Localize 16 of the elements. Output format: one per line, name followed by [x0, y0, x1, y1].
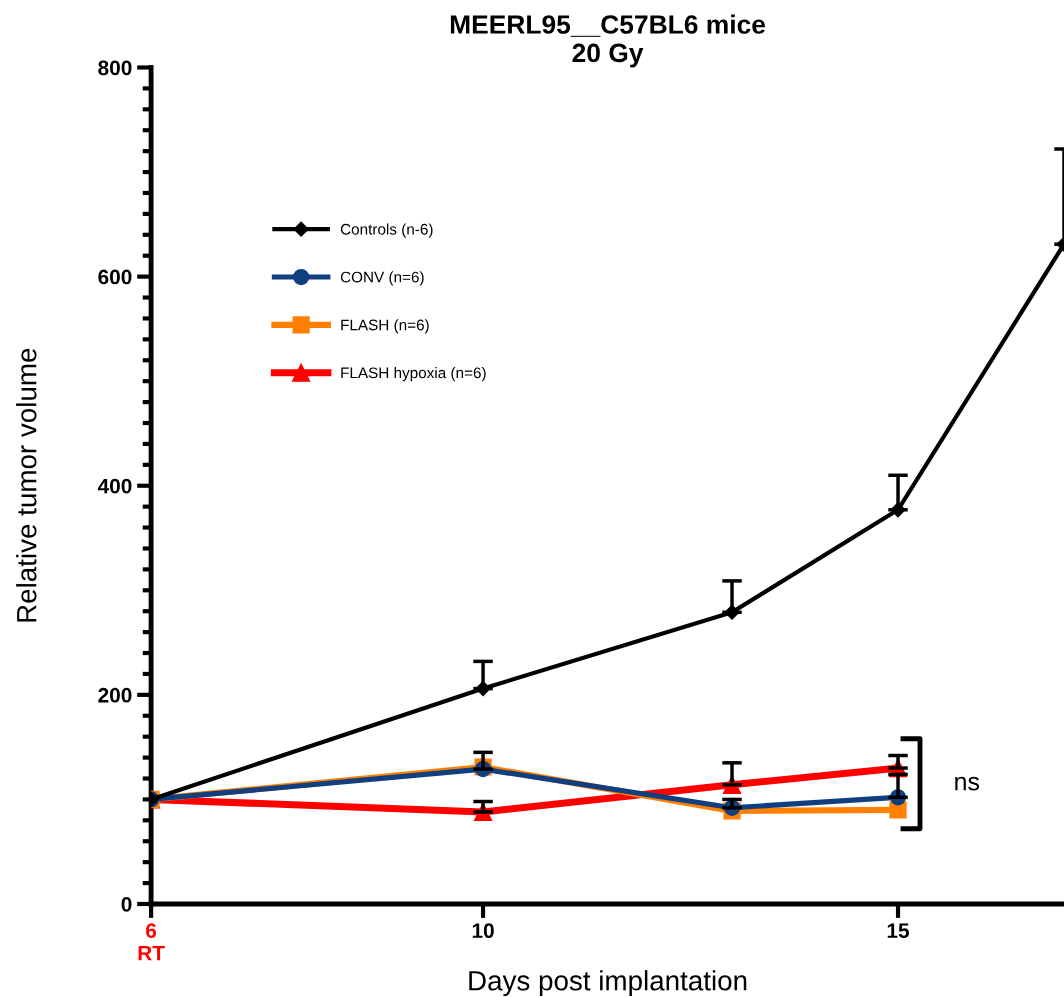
annotation: ns: [955, 776, 980, 791]
x-tick-label: 6 RT: [138, 923, 165, 961]
y-tick-label: 400: [97, 478, 132, 494]
y-tick-label: 800: [98, 60, 132, 76]
x-tick-label: 10: [472, 923, 494, 939]
y-tick-label: 0: [121, 896, 132, 912]
legend-label: Controls (n-6): [340, 223, 433, 238]
y-tick-label: 200: [98, 687, 132, 703]
y-axis-title: Relative tumor volume: [16, 348, 37, 622]
x-tick-label: 15: [887, 923, 910, 939]
legend-label: FLASH (n=6): [341, 319, 429, 334]
legend-label: FLASH hypoxia (n=6): [341, 367, 486, 382]
x-axis-title: Days post implantation: [469, 970, 747, 997]
legend-label: CONV (n=6): [340, 271, 424, 286]
chart-title: MEERL95__C57BL6 mice 20 Gy: [450, 14, 766, 68]
y-tick-label: 600: [98, 269, 132, 285]
